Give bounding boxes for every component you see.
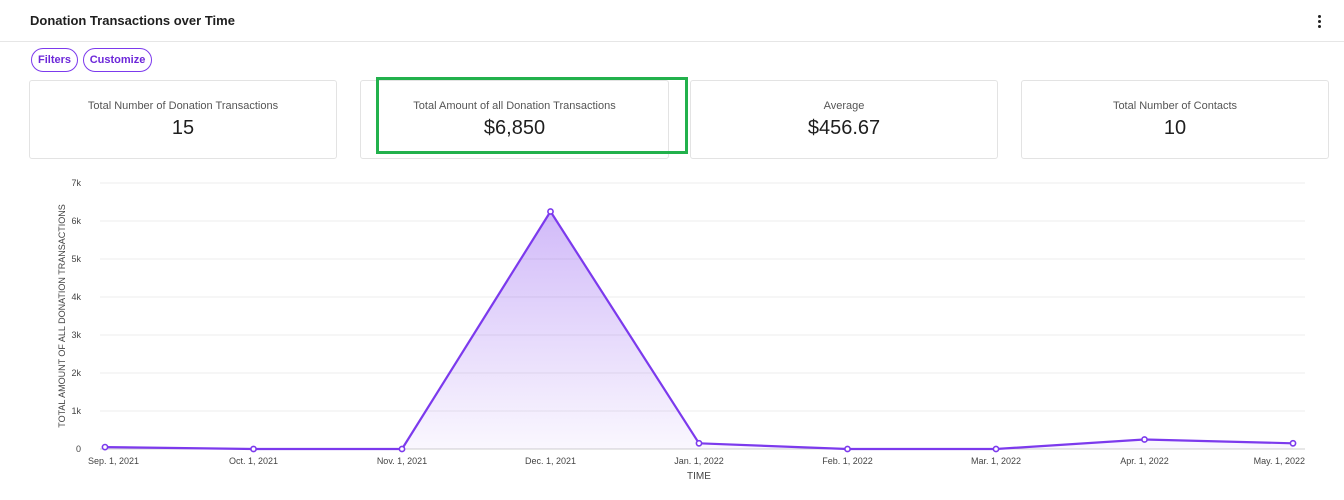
x-tick-label: Apr. 1, 2022 xyxy=(1120,456,1169,466)
x-tick-label: Feb. 1, 2022 xyxy=(822,456,873,466)
stat-value: 10 xyxy=(1163,117,1187,139)
y-tick-label: 3k xyxy=(71,330,81,340)
donation-area-chart: 0 1k 2k 3k 4k 5k 6k 7k Sep. 1, 2021 Oct. 1, 2021 N… xyxy=(57,178,1305,482)
stat-card-total-amount: Total Amount of all Donation Transaction… xyxy=(360,80,669,159)
stat-label: Average xyxy=(823,100,865,112)
data-point xyxy=(695,439,703,447)
data-point xyxy=(101,443,109,451)
x-axis-title: TIME xyxy=(687,471,711,482)
customize-button[interactable]: Customize xyxy=(83,48,152,72)
stat-value: $456.67 xyxy=(807,117,881,139)
data-point xyxy=(398,445,406,453)
x-tick-label: Nov. 1, 2021 xyxy=(377,456,427,466)
stat-card-transactions-count: Total Number of Donation Transactions 15 xyxy=(29,80,337,159)
more-vertical-icon[interactable] xyxy=(1312,11,1328,31)
stat-card-average: Average $456.67 xyxy=(690,80,998,159)
data-point xyxy=(547,208,554,215)
x-tick-label: May. 1, 2022 xyxy=(1254,456,1305,466)
widget-header: Donation Transactions over Time xyxy=(0,0,1344,42)
y-tick-label: 6k xyxy=(71,216,81,226)
y-tick-label: 5k xyxy=(71,254,81,264)
x-tick-label: Dec. 1, 2021 xyxy=(525,456,576,466)
stat-label: Total Number of Donation Transactions xyxy=(87,100,279,112)
series-line xyxy=(104,210,1294,451)
y-tick-label: 2k xyxy=(71,368,81,378)
widget-title: Donation Transactions over Time xyxy=(30,13,235,28)
x-tick-label: Jan. 1, 2022 xyxy=(674,456,724,466)
y-tick-label: 4k xyxy=(71,292,81,302)
x-tick-label: Oct. 1, 2021 xyxy=(229,456,278,466)
data-point xyxy=(1141,436,1148,443)
y-tick-label: 1k xyxy=(71,406,81,416)
stat-value: $6,850 xyxy=(483,117,546,139)
x-tick-label: Mar. 1, 2022 xyxy=(971,456,1021,466)
data-point xyxy=(992,445,1000,453)
data-point xyxy=(844,445,851,453)
stat-card-contacts-count: Total Number of Contacts 10 xyxy=(1021,80,1329,159)
data-point xyxy=(1289,439,1297,447)
y-tick-label: 0 xyxy=(76,444,81,454)
x-tick-label: Sep. 1, 2021 xyxy=(88,456,139,466)
stat-label: Total Number of Contacts xyxy=(1112,100,1238,112)
stat-label: Total Amount of all Donation Transaction… xyxy=(413,100,616,112)
y-tick-label: 7k xyxy=(71,178,81,188)
data-point xyxy=(250,445,257,453)
stat-value: 15 xyxy=(171,117,195,139)
filters-button[interactable]: Filters xyxy=(31,48,78,72)
y-axis-title: TOTAL AMOUNT OF ALL DONATION TRANSACTION… xyxy=(57,204,67,428)
area-fill xyxy=(105,211,1293,449)
